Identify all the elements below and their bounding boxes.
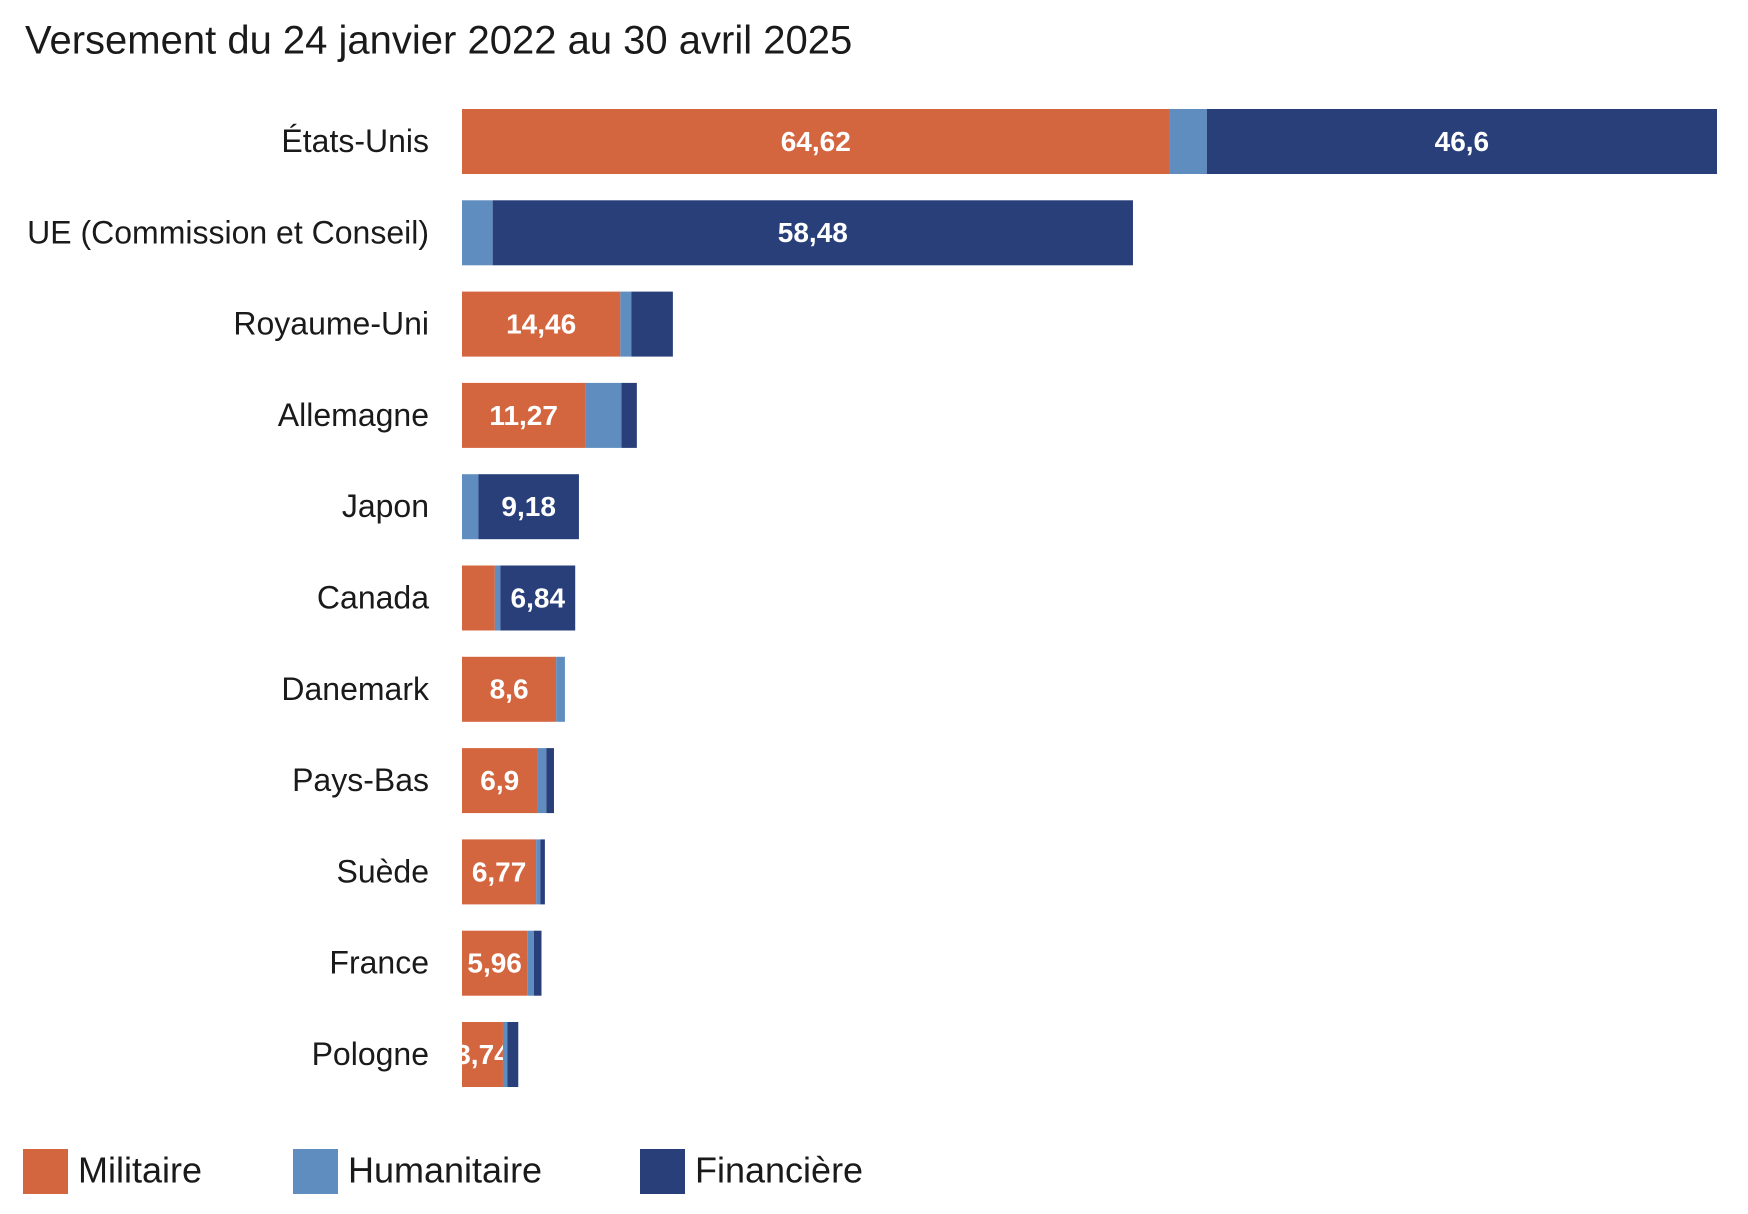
category-label: Allemagne xyxy=(278,397,429,433)
legend-swatch xyxy=(640,1149,685,1194)
legend-label: Militaire xyxy=(78,1150,202,1191)
value-label: 14,46 xyxy=(506,308,576,339)
bar-segment xyxy=(631,291,673,357)
bar-segment xyxy=(462,839,537,905)
value-label: 6,84 xyxy=(511,582,566,613)
bar-segment xyxy=(462,930,528,996)
value-label: 5,96 xyxy=(467,948,522,979)
chart-title: Versement du 24 janvier 2022 au 30 avril… xyxy=(25,19,852,63)
value-label: 6,9 xyxy=(480,765,519,796)
bar-segment xyxy=(494,565,501,631)
bar-segment xyxy=(500,565,576,631)
category-label: Pays-Bas xyxy=(292,762,429,798)
category-label: France xyxy=(329,945,429,981)
category-label: Suède xyxy=(336,853,429,889)
bar-segment xyxy=(1169,109,1207,174)
value-label: 64,62 xyxy=(781,126,851,157)
bar-segment xyxy=(502,1022,508,1087)
category-label: UE (Commission et Conseil) xyxy=(27,214,429,250)
category-label: Pologne xyxy=(312,1036,429,1072)
category-label: États-Unis xyxy=(281,123,429,159)
legend-swatch xyxy=(293,1149,338,1194)
value-label: 3,74 xyxy=(455,1039,510,1070)
bar-segment xyxy=(537,748,547,814)
bar-segment xyxy=(1206,109,1717,174)
bar-segment xyxy=(478,474,579,540)
category-label: Canada xyxy=(317,579,429,615)
value-label: 8,6 xyxy=(490,674,529,705)
bar-segment xyxy=(462,200,493,266)
bar-segment xyxy=(462,109,1170,174)
value-label: 9,18 xyxy=(501,491,556,522)
bar-segment xyxy=(536,839,541,905)
bar-segment xyxy=(462,748,538,814)
legend-swatch xyxy=(23,1149,68,1194)
bar-segment xyxy=(585,382,622,448)
value-label: 11,27 xyxy=(489,400,558,431)
bar-segment xyxy=(527,930,534,996)
bar-segment xyxy=(462,1022,503,1087)
value-label: 6,77 xyxy=(472,856,527,887)
category-label: Royaume-Uni xyxy=(233,306,429,342)
bar-segment xyxy=(462,291,621,357)
bar-segment xyxy=(620,291,632,357)
value-label: 46,6 xyxy=(1435,126,1490,157)
bar-segment xyxy=(462,565,495,631)
bar-segment xyxy=(556,656,565,722)
bar-segment xyxy=(507,1022,519,1087)
bar-segment xyxy=(533,930,542,996)
bar-segment xyxy=(546,748,554,814)
bar-segment xyxy=(492,200,1133,266)
bar-segment xyxy=(462,382,586,448)
legend-label: Humanitaire xyxy=(348,1150,542,1191)
bar-segment xyxy=(462,474,479,540)
legend-label: Financière xyxy=(695,1150,863,1191)
bar-segment xyxy=(621,382,637,448)
value-label: 58,48 xyxy=(778,217,848,248)
category-label: Danemark xyxy=(281,671,430,707)
bar-segment xyxy=(540,839,545,905)
bar-segment xyxy=(462,656,557,722)
category-label: Japon xyxy=(342,488,429,524)
